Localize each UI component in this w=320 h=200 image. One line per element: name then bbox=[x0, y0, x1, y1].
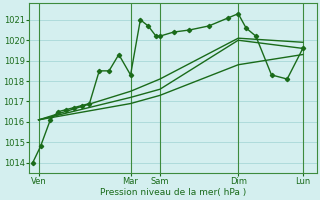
X-axis label: Pression niveau de la mer( hPa ): Pression niveau de la mer( hPa ) bbox=[100, 188, 246, 197]
